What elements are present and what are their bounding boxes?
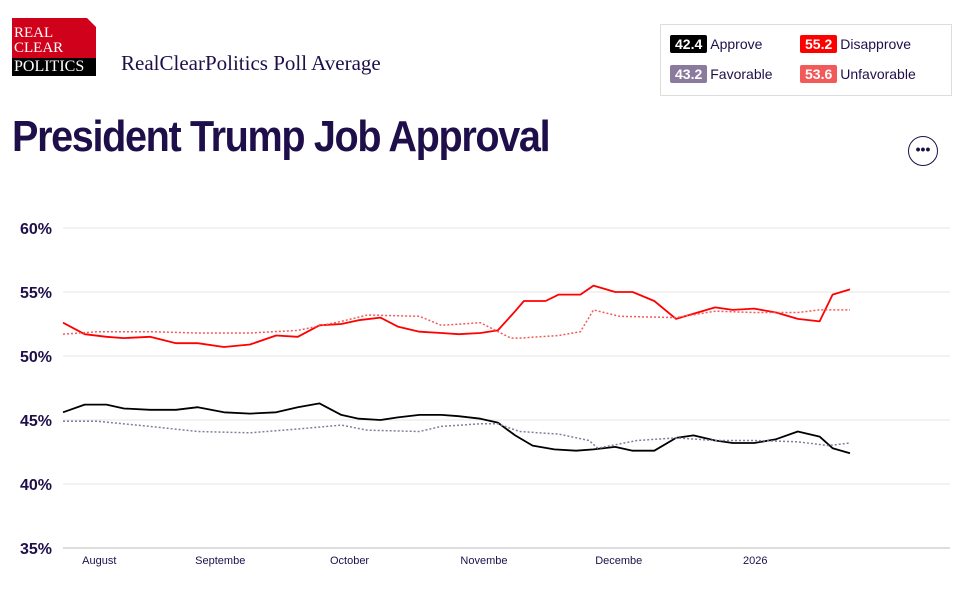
x-tick-label: October <box>330 555 369 567</box>
series-line-disapprove <box>62 284 851 348</box>
y-tick-label: 60% <box>20 221 52 238</box>
logo-text: POLITICS <box>12 58 96 76</box>
x-tick-label: Septembe <box>195 555 245 567</box>
x-tick-label: 2026 <box>743 555 767 567</box>
legend: 42.4 Approve 55.2 Disapprove 43.2 Favorable… <box>660 24 952 96</box>
y-tick-label: 35% <box>20 541 52 558</box>
logo-fold <box>87 18 96 27</box>
legend-label: Disapprove <box>840 36 912 52</box>
rcp-logo[interactable]: REAL CLEAR POLITICS <box>12 18 96 76</box>
y-tick-label: 40% <box>20 477 52 494</box>
x-tick-label: Decembe <box>595 555 642 567</box>
legend-label: Unfavorable <box>840 66 916 82</box>
logo-text: CLEAR <box>14 40 64 56</box>
y-tick-label: 50% <box>20 349 52 366</box>
subtitle: RealClearPolitics Poll Average <box>121 51 381 75</box>
series-line-unfavorable <box>62 309 850 339</box>
legend-label: Favorable <box>710 66 773 82</box>
more-options-button[interactable]: ••• <box>908 136 938 166</box>
y-tick-label: 55% <box>20 285 52 302</box>
approve-value: 42.4 <box>670 35 708 53</box>
x-tick-label: Novembe <box>460 555 507 567</box>
legend-item-favorable[interactable]: 43.2 Favorable <box>670 65 773 83</box>
legend-item-unfavorable[interactable]: 53.6 Unfavorable <box>800 65 916 83</box>
logo-text: REAL <box>14 25 54 41</box>
page-title: President Trump Job Approval <box>12 112 551 161</box>
unfavorable-value: 53.6 <box>800 65 838 83</box>
y-tick-label: 45% <box>20 413 52 430</box>
x-tick-label: August <box>82 555 116 567</box>
legend-item-approve[interactable]: 42.4 Approve <box>670 35 762 53</box>
series-line-approve <box>62 402 851 455</box>
legend-item-disapprove[interactable]: 55.2 Disapprove <box>800 35 911 53</box>
legend-label: Approve <box>710 36 763 52</box>
favorable-value: 43.2 <box>670 65 708 83</box>
series-line-favorable <box>63 420 851 449</box>
disapprove-value: 55.2 <box>800 35 838 53</box>
